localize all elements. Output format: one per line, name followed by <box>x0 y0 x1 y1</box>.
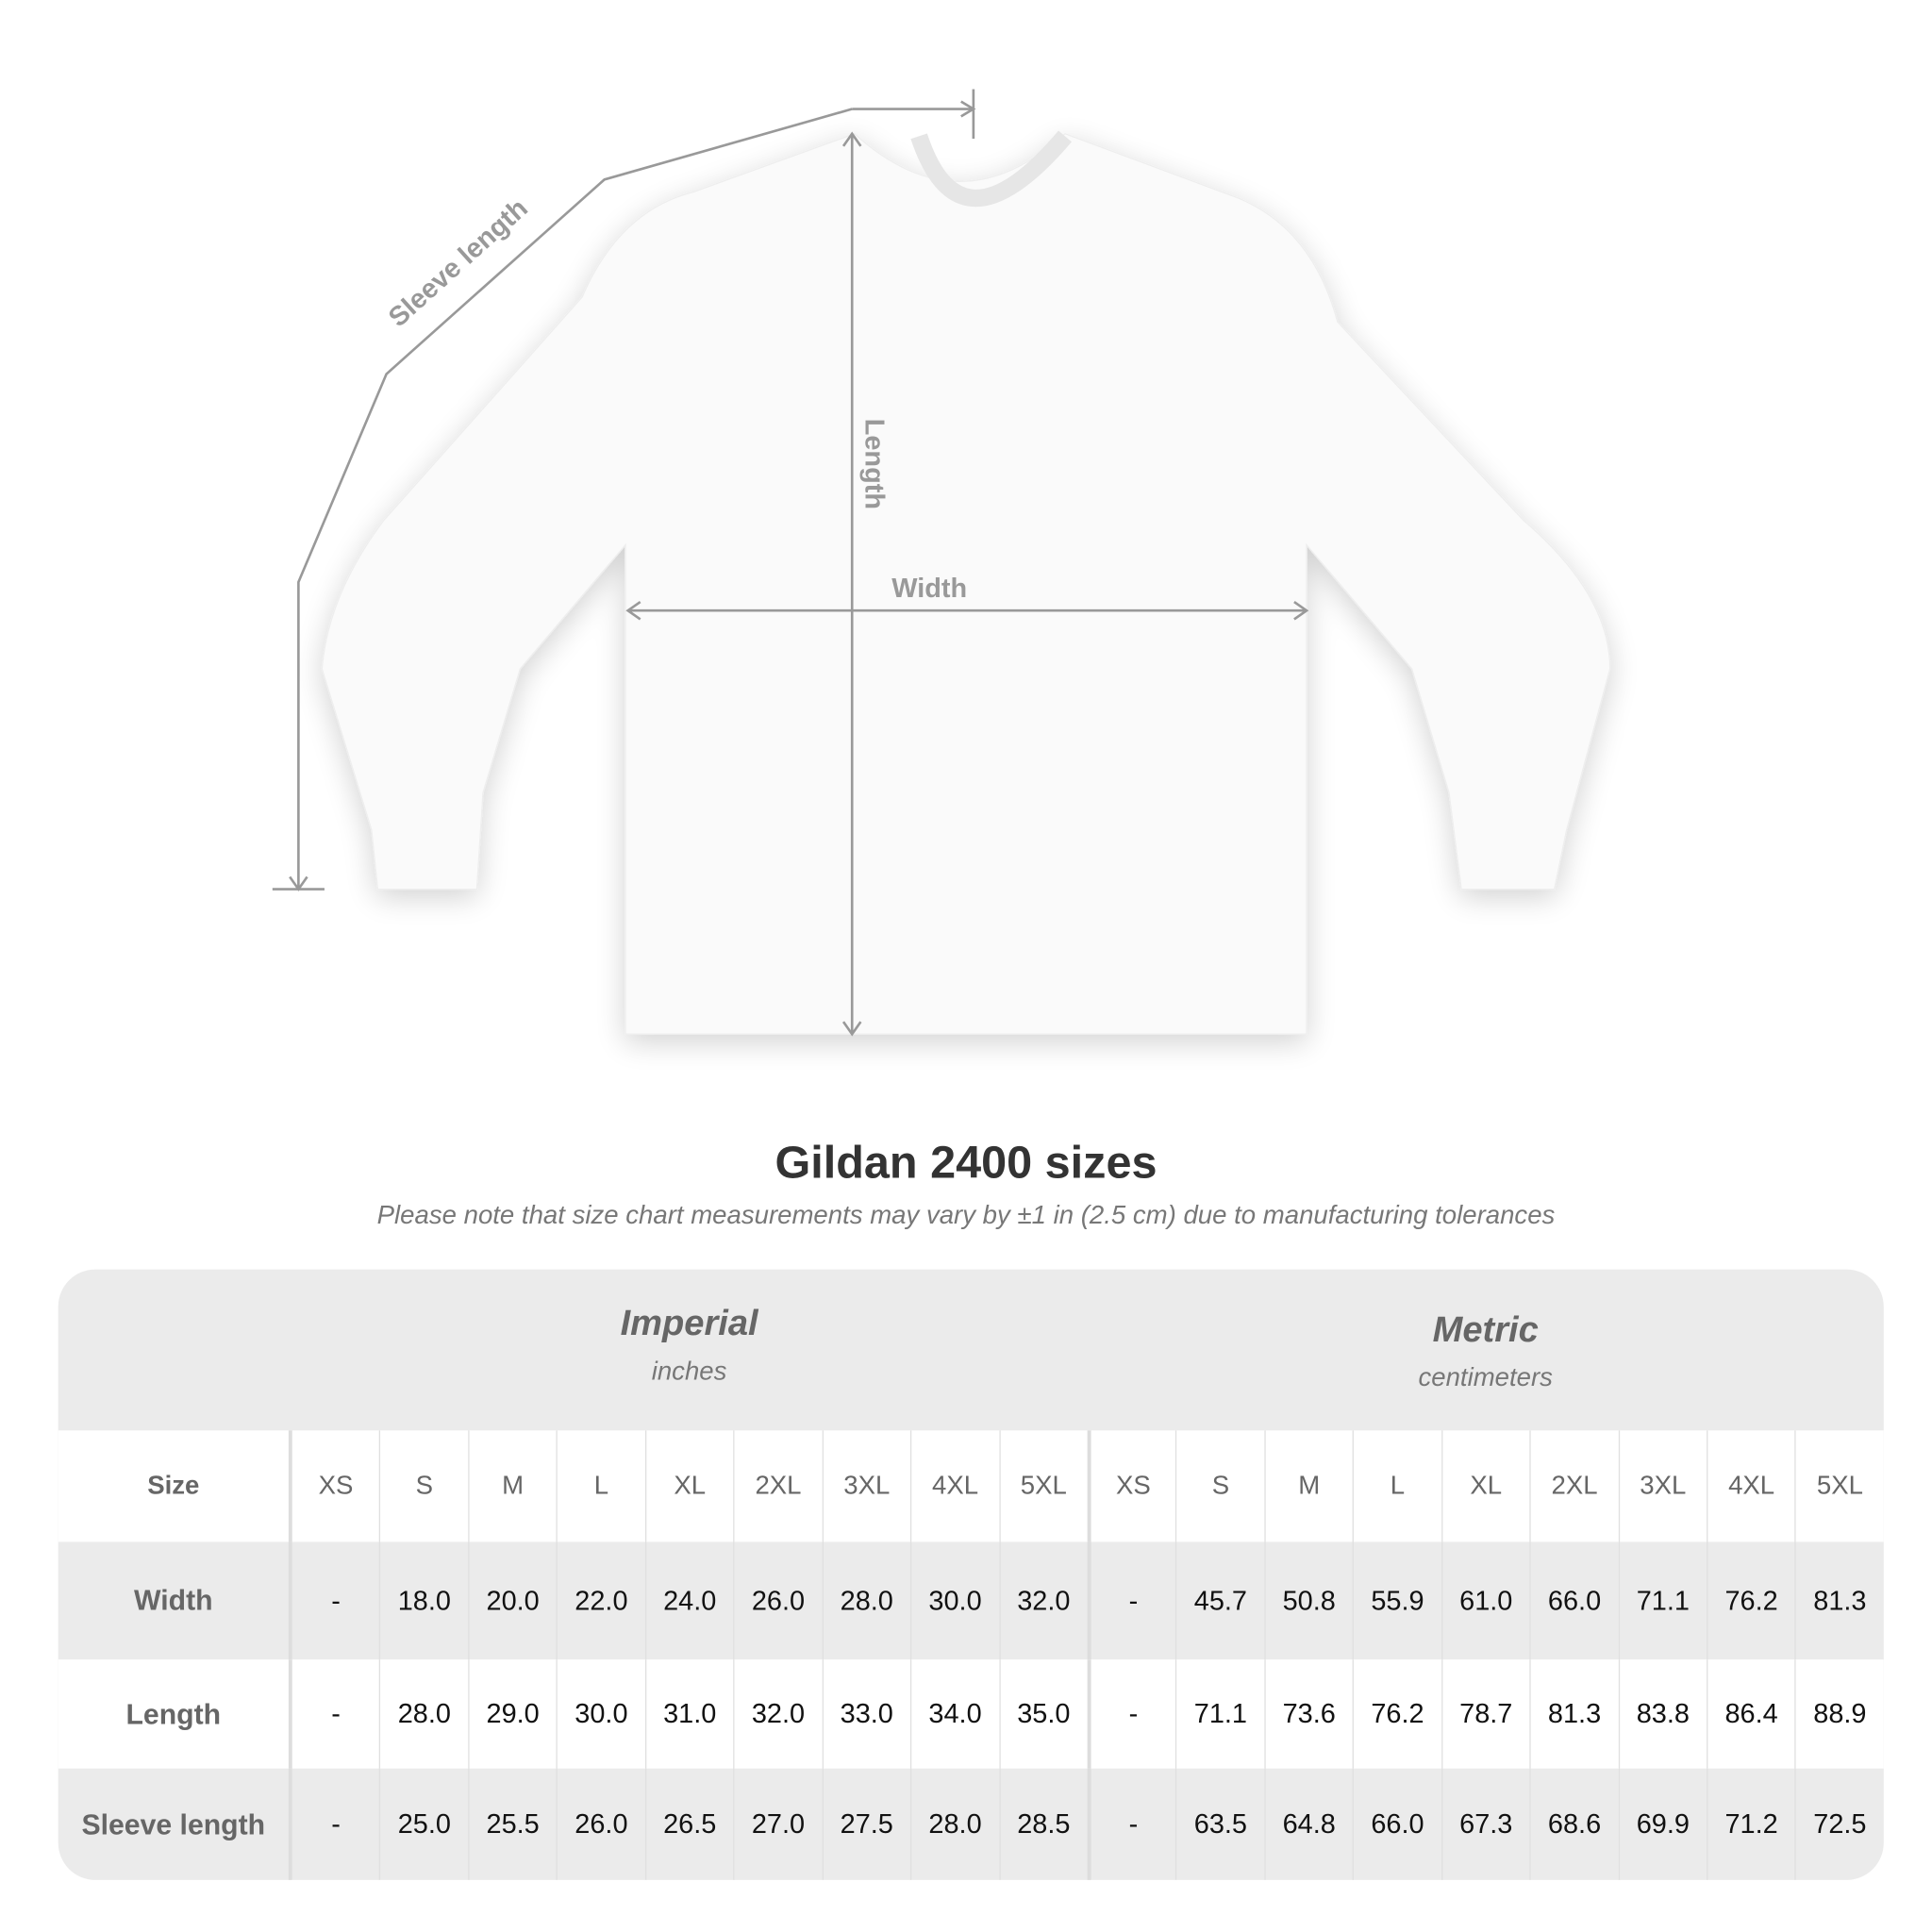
metric-value-cell: 71.1 <box>1175 1659 1264 1769</box>
metric-value-cell: 45.7 <box>1175 1541 1264 1660</box>
imperial-unit: inches <box>651 1357 727 1387</box>
imperial-value-cell: 27.0 <box>733 1768 822 1880</box>
size-header-cell: 4XL <box>910 1430 999 1542</box>
size-table: Imperial inches Metric centimeters Size X… <box>58 1269 1884 1880</box>
metric-value-cell: 50.8 <box>1264 1541 1353 1660</box>
tolerance-note: Please note that size chart measurements… <box>376 1201 1556 1230</box>
table-row: Width -18.0 20.0 22.0 24.0 26.0 28.0 30.0 32.0-4… <box>58 1541 1884 1660</box>
imperial-value-cell: - <box>291 1659 380 1769</box>
imperial-value-cell: 35.0 <box>998 1659 1088 1769</box>
imperial-value-cell: 28.0 <box>910 1768 999 1880</box>
measure-lines <box>272 89 1309 1037</box>
imperial-label: Imperial <box>620 1304 758 1344</box>
imperial-value-cell: 20.0 <box>468 1541 557 1660</box>
metric-value-cell: 67.3 <box>1441 1768 1530 1880</box>
imperial-value-cell: 28.5 <box>998 1768 1088 1880</box>
imperial-value-cell: 28.0 <box>379 1659 468 1769</box>
metric-value-cell: 71.1 <box>1618 1541 1707 1660</box>
size-header-cell: 3XL <box>1618 1430 1707 1542</box>
row-label: Sleeve length <box>58 1768 291 1880</box>
size-header-cell: 4XL <box>1707 1430 1795 1542</box>
row-label: Length <box>58 1659 291 1769</box>
size-header-cell: L <box>556 1430 645 1542</box>
imperial-value-cell: 34.0 <box>910 1659 999 1769</box>
row-label: Size <box>58 1430 291 1542</box>
imperial-value-cell: 30.0 <box>910 1541 999 1660</box>
metric-value-cell: 78.7 <box>1441 1659 1530 1769</box>
metric-value-cell: 69.9 <box>1618 1768 1707 1880</box>
size-header-cell: L <box>1352 1430 1441 1542</box>
size-header-cell: XL <box>644 1430 734 1542</box>
imperial-value-cell: - <box>291 1768 380 1880</box>
width-label: Width <box>891 574 967 604</box>
imperial-value-cell: 32.0 <box>998 1541 1088 1660</box>
shirt-diagram: Sleeve length Length Width <box>272 89 1611 1037</box>
imperial-value-cell: 22.0 <box>556 1541 645 1660</box>
imperial-value-cell: 29.0 <box>468 1659 557 1769</box>
imperial-value-cell: 18.0 <box>379 1541 468 1660</box>
metric-label: Metric <box>1432 1309 1539 1350</box>
size-header-cell: XS <box>291 1430 380 1542</box>
size-header-cell: 2XL <box>1529 1430 1618 1542</box>
metric-value-cell: 81.3 <box>1529 1659 1618 1769</box>
metric-value-cell: 61.0 <box>1441 1541 1530 1660</box>
size-header-cell: 3XL <box>822 1430 910 1542</box>
imperial-value-cell: 32.0 <box>733 1659 822 1769</box>
page-title: Gildan 2400 sizes <box>774 1137 1158 1188</box>
table-row: Length -28.0 29.0 30.0 31.0 32.0 33.0 34.0 35.0-… <box>58 1659 1884 1769</box>
imperial-value-cell: 25.0 <box>379 1768 468 1880</box>
size-header-row: Size XS S M L XL 2XL 3XL 4XL 5XL XS S M L XL 2XL 3XL 4XL 5… <box>58 1430 1884 1542</box>
metric-value-cell: 63.5 <box>1175 1768 1264 1880</box>
imperial-value-cell: 24.0 <box>644 1541 734 1660</box>
row-label: Width <box>58 1541 291 1660</box>
metric-header: Metric centimeters <box>1088 1270 1884 1431</box>
metric-value-cell: - <box>1087 1768 1176 1880</box>
imperial-value-cell: - <box>291 1541 380 1660</box>
table-row: Sleeve length -25.0 25.5 26.0 26.5 27.0 27.5 28… <box>58 1768 1884 1880</box>
metric-value-cell: 71.2 <box>1707 1768 1795 1880</box>
metric-value-cell: 73.6 <box>1264 1659 1353 1769</box>
metric-unit: centimeters <box>1418 1363 1553 1392</box>
imperial-value-cell: 31.0 <box>644 1659 734 1769</box>
length-label: Length <box>859 419 890 509</box>
size-header-cell: M <box>1264 1430 1353 1542</box>
imperial-value-cell: 33.0 <box>822 1659 910 1769</box>
metric-value-cell: 64.8 <box>1264 1768 1353 1880</box>
metric-value-cell: - <box>1087 1541 1176 1660</box>
size-header-cell: XS <box>1087 1430 1176 1542</box>
imperial-value-cell: 27.5 <box>822 1768 910 1880</box>
metric-value-cell: 66.0 <box>1529 1541 1618 1660</box>
imperial-header: Imperial inches <box>291 1270 1088 1431</box>
metric-value-cell: 66.0 <box>1352 1768 1441 1880</box>
metric-value-cell: 55.9 <box>1352 1541 1441 1660</box>
size-header-cell: 5XL <box>998 1430 1088 1542</box>
imperial-value-cell: 30.0 <box>556 1659 645 1769</box>
size-header-cell: S <box>379 1430 468 1542</box>
metric-value-cell: 86.4 <box>1707 1659 1795 1769</box>
metric-value-cell: 68.6 <box>1529 1768 1618 1880</box>
imperial-value-cell: 25.5 <box>468 1768 557 1880</box>
imperial-value-cell: 26.0 <box>733 1541 822 1660</box>
metric-value-cell: 88.9 <box>1794 1659 1884 1769</box>
metric-value-cell: 76.2 <box>1352 1659 1441 1769</box>
metric-value-cell: 81.3 <box>1794 1541 1884 1660</box>
size-header-cell: 2XL <box>733 1430 822 1542</box>
size-header-cell: XL <box>1441 1430 1530 1542</box>
size-header-cell: 5XL <box>1794 1430 1884 1542</box>
metric-value-cell: - <box>1087 1659 1176 1769</box>
metric-value-cell: 72.5 <box>1794 1768 1884 1880</box>
imperial-value-cell: 28.0 <box>822 1541 910 1660</box>
size-header-cell: S <box>1175 1430 1264 1542</box>
size-header-cell: M <box>468 1430 557 1542</box>
metric-value-cell: 76.2 <box>1707 1541 1795 1660</box>
metric-value-cell: 83.8 <box>1618 1659 1707 1769</box>
imperial-value-cell: 26.5 <box>644 1768 734 1880</box>
imperial-value-cell: 26.0 <box>556 1768 645 1880</box>
